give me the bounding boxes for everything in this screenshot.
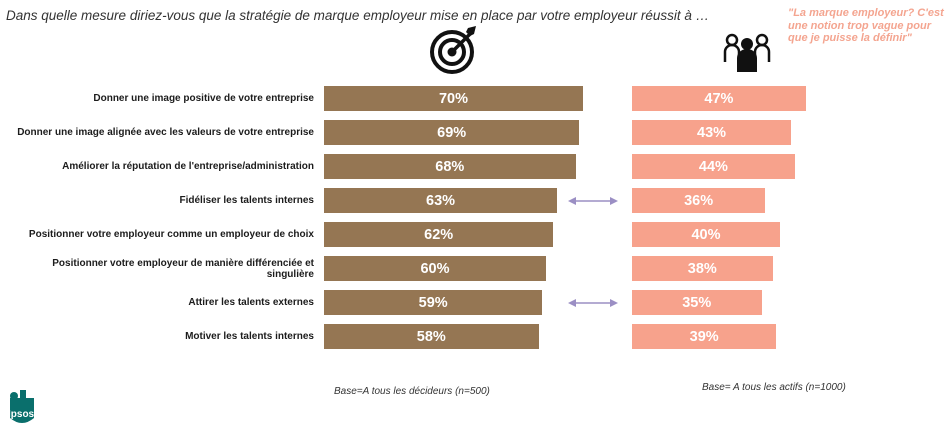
category-label: Positionner votre employeur comme un emp… — [28, 229, 314, 240]
data-label: 69% — [437, 124, 467, 141]
logo-text: Ipsos — [8, 409, 35, 420]
bar-right: 40% — [632, 222, 780, 247]
base-note-right: Base= A tous les actifs (n=1000) — [702, 382, 846, 393]
category-label: Donner une image positive de votre entre… — [93, 93, 314, 104]
data-label: 39% — [689, 328, 719, 345]
data-label: 70% — [438, 90, 469, 107]
bar-right: 39% — [632, 324, 777, 349]
data-label: 59% — [418, 294, 448, 311]
bar-right: 35% — [632, 290, 762, 315]
category-label: Positionner votre employeur de manière d… — [52, 257, 314, 280]
data-label: 63% — [426, 192, 456, 209]
data-label: 35% — [682, 294, 712, 311]
bar-right: 47% — [632, 86, 806, 111]
double-arrow-icon — [568, 298, 618, 307]
ipsos-logo — [10, 390, 34, 423]
data-label: 43% — [697, 124, 727, 141]
data-label: 44% — [698, 158, 728, 175]
bar-left: 69% — [324, 120, 580, 145]
bar-left: 68% — [324, 154, 576, 179]
employee-quote: "La marque employeur? C'est une notion t… — [788, 7, 944, 44]
category-label: Améliorer la réputation de l'entreprise/… — [62, 161, 314, 172]
category-label: Fidéliser les talents internes — [179, 195, 315, 206]
category-label: Motiver les talents internes — [185, 331, 314, 342]
bar-right: 36% — [632, 188, 766, 213]
question-title: Dans quelle mesure diriez-vous que la st… — [6, 8, 710, 23]
target-arrow-icon — [430, 26, 476, 74]
bar-left: 59% — [324, 290, 543, 315]
data-label: 58% — [416, 328, 446, 345]
data-label: 68% — [435, 158, 465, 175]
bar-right: 44% — [632, 154, 795, 179]
bar-left: 62% — [324, 222, 554, 247]
data-label: 47% — [704, 90, 734, 107]
data-label: 38% — [687, 260, 717, 277]
double-arrow-icon — [568, 196, 618, 205]
data-label: 40% — [691, 226, 721, 243]
people-group-icon — [723, 33, 771, 72]
data-label: 60% — [420, 260, 450, 277]
bar-left: 58% — [324, 324, 539, 349]
bar-left: 70% — [324, 86, 583, 111]
category-label: Donner une image alignée avec les valeur… — [17, 127, 314, 138]
category-label: Attirer les talents externes — [188, 297, 314, 308]
data-label: 62% — [424, 226, 454, 243]
bar-left: 63% — [324, 188, 558, 213]
data-label: 36% — [684, 192, 714, 209]
base-note-left: Base=A tous les décideurs (n=500) — [334, 386, 490, 397]
bar-left: 60% — [324, 256, 546, 281]
bar-right: 43% — [632, 120, 792, 145]
bar-right: 38% — [632, 256, 773, 281]
